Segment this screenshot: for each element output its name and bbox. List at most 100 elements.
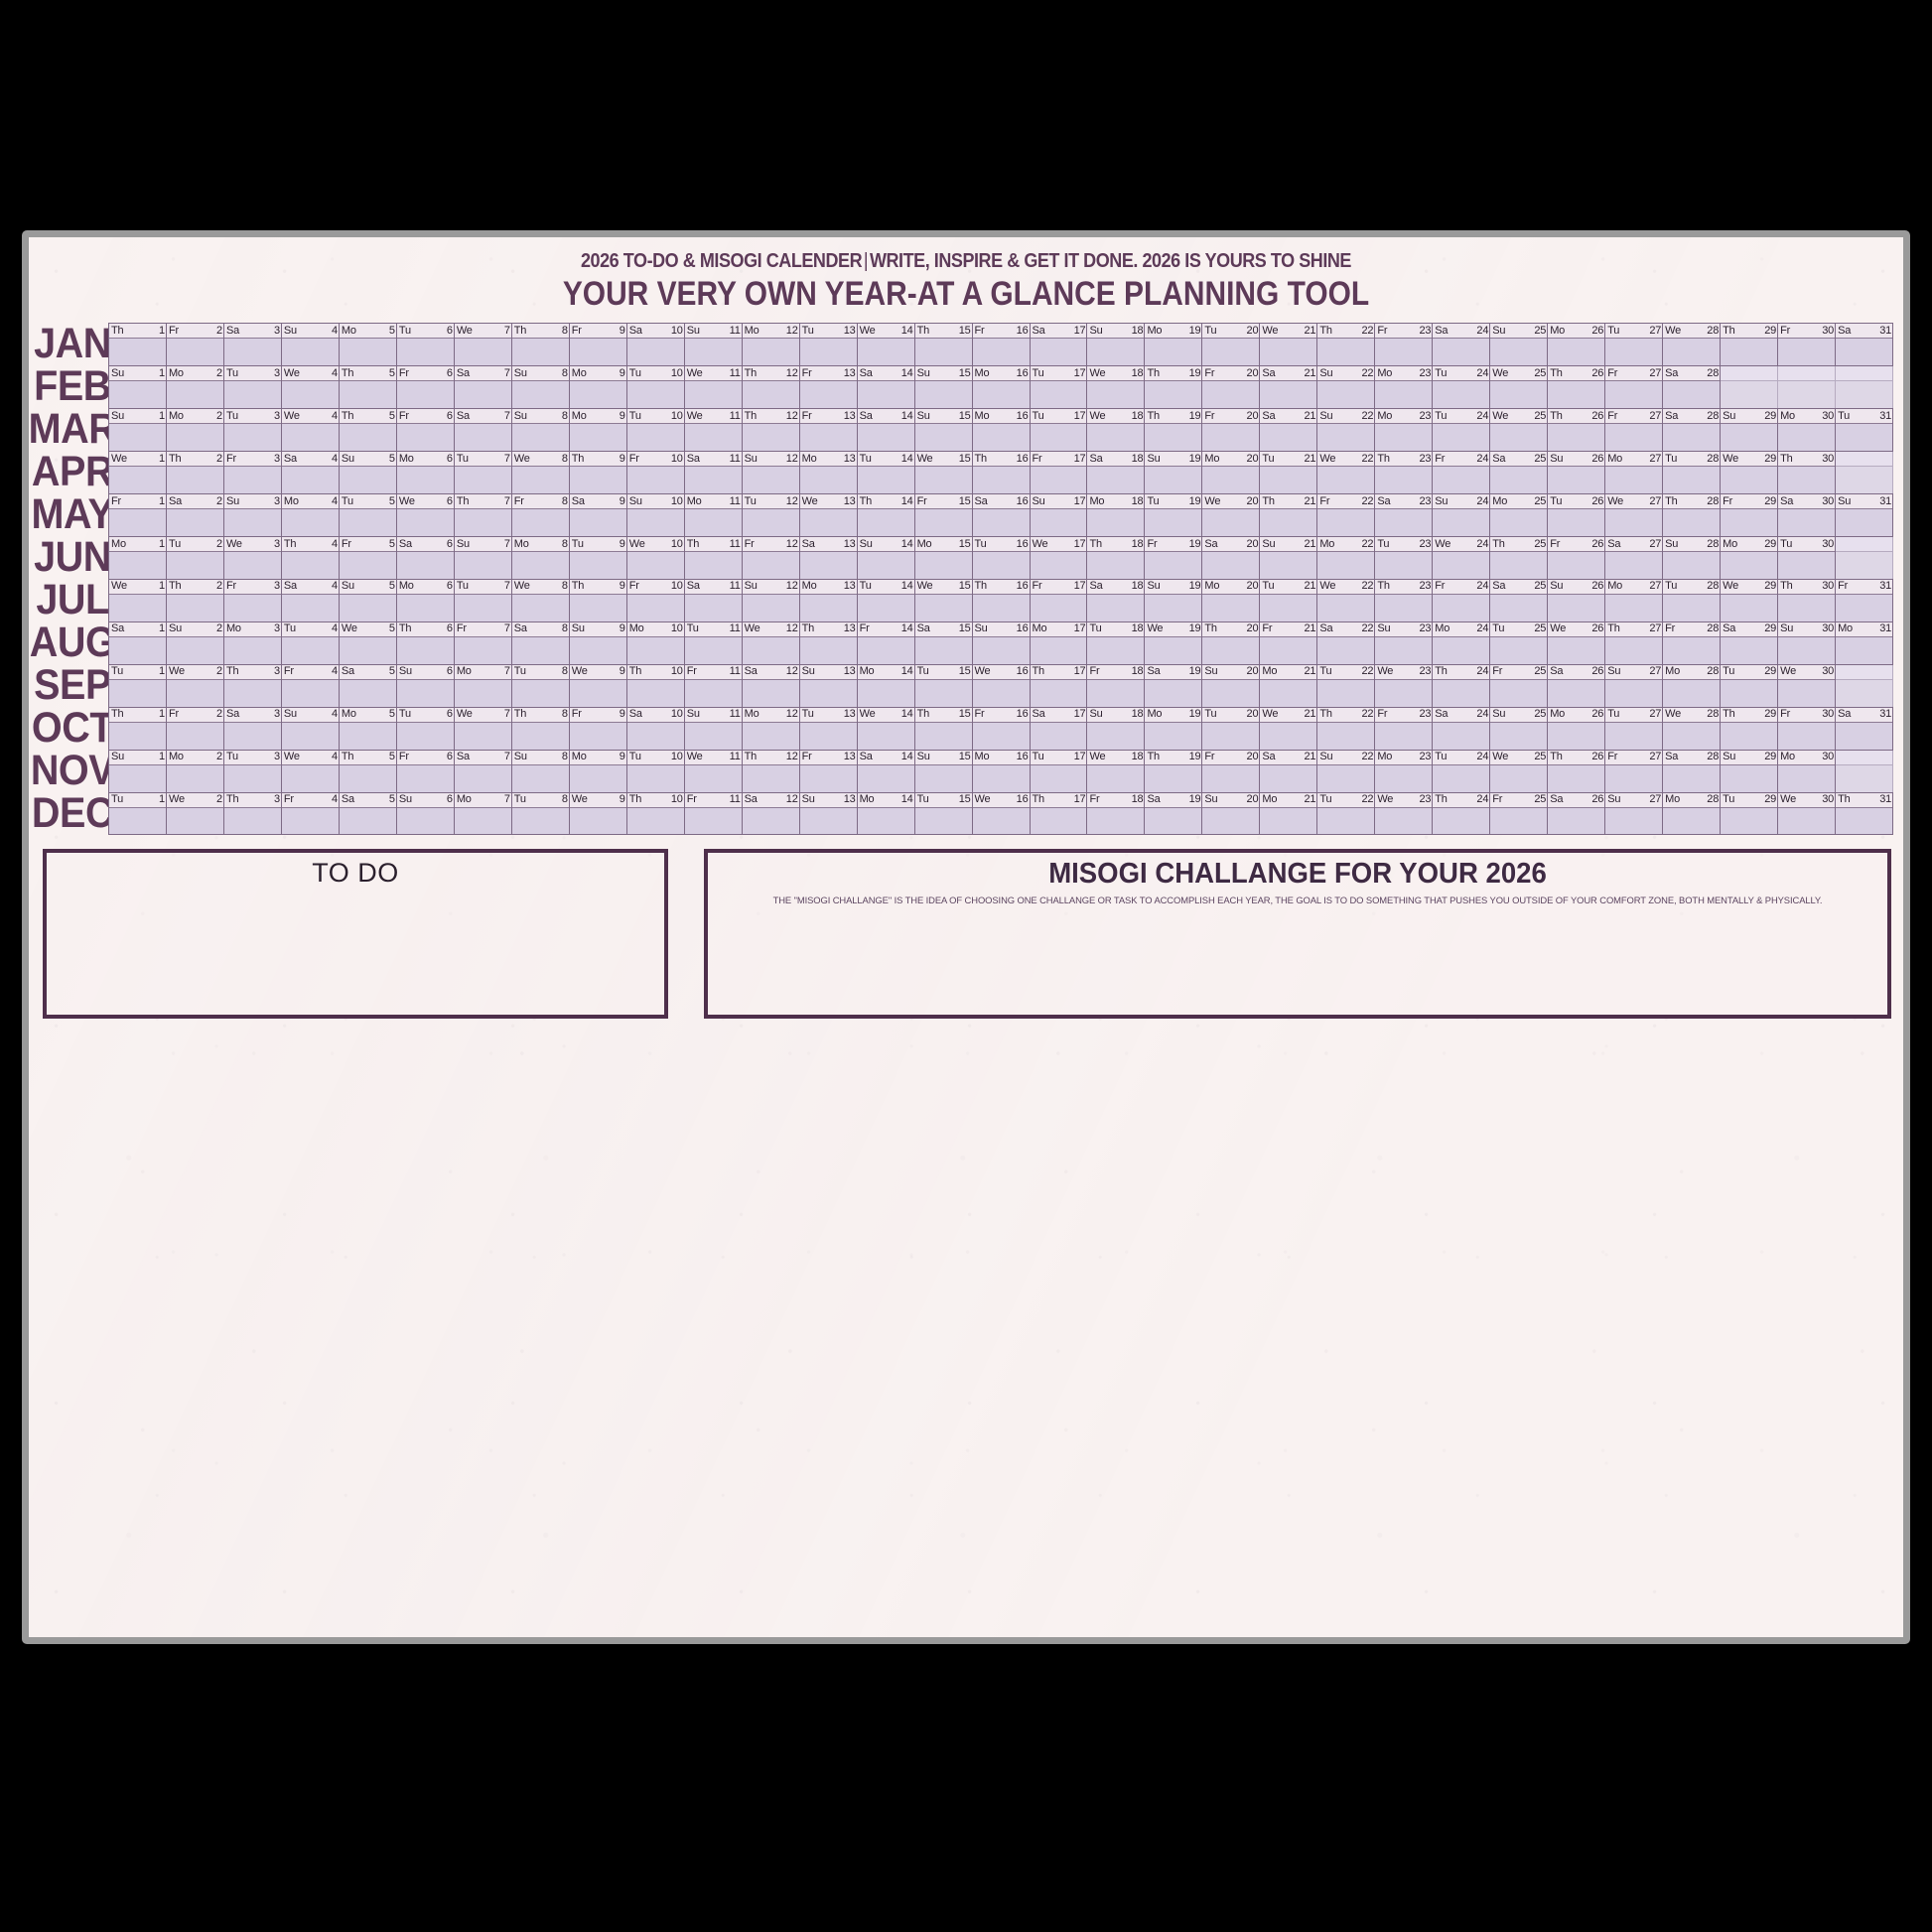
day-cell-writing-area[interactable] [1778, 723, 1835, 749]
day-cell[interactable]: Tu 2 [166, 537, 224, 579]
day-cell[interactable]: We 19 [1145, 621, 1203, 664]
day-cell[interactable]: Mo 14 [857, 792, 915, 835]
day-cell[interactable]: We 1 [108, 452, 167, 494]
day-cell-writing-area[interactable] [685, 680, 742, 706]
day-cell-writing-area[interactable] [1836, 509, 1892, 535]
day-cell-writing-area[interactable] [397, 552, 454, 578]
day-cell-writing-area[interactable] [1490, 765, 1547, 791]
day-cell-writing-area[interactable] [1317, 680, 1374, 706]
day-cell-writing-area[interactable] [685, 808, 742, 834]
day-cell[interactable]: Su 15 [914, 409, 973, 452]
day-cell[interactable]: We 29 [1721, 452, 1779, 494]
day-cell-writing-area[interactable] [800, 381, 857, 407]
day-cell-writing-area[interactable] [512, 808, 569, 834]
day-cell[interactable]: Su 23 [1375, 621, 1434, 664]
day-cell[interactable]: Th 30 [1778, 579, 1837, 621]
day-cell[interactable]: Mo 26 [1548, 707, 1606, 750]
day-cell[interactable]: Mo 20 [1202, 579, 1261, 621]
day-cell[interactable]: Sa 19 [1145, 664, 1203, 707]
day-cell-writing-area[interactable] [397, 424, 454, 450]
day-cell[interactable]: Mo 27 [1605, 452, 1664, 494]
day-cell[interactable]: We 25 [1490, 409, 1549, 452]
day-cell-writing-area[interactable] [455, 723, 511, 749]
day-cell[interactable]: We 17 [1030, 537, 1088, 579]
day-cell[interactable]: Sa 17 [1030, 707, 1088, 750]
day-cell[interactable]: We 7 [454, 707, 512, 750]
day-cell[interactable]: Su 14 [857, 537, 915, 579]
day-cell-writing-area[interactable] [915, 467, 972, 492]
day-cell-writing-area[interactable] [858, 509, 914, 535]
day-cell-writing-area[interactable] [340, 467, 396, 492]
day-cell-writing-area[interactable] [1087, 467, 1144, 492]
day-cell[interactable]: Fr 9 [569, 324, 627, 366]
day-cell-writing-area[interactable] [1721, 680, 1777, 706]
day-cell[interactable]: Mo 23 [1375, 366, 1434, 409]
day-cell-writing-area[interactable] [1663, 808, 1720, 834]
day-cell-writing-area[interactable] [1375, 467, 1432, 492]
day-cell-writing-area[interactable] [512, 723, 569, 749]
day-cell-writing-area[interactable] [915, 808, 972, 834]
day-cell[interactable]: Mo 30 [1778, 750, 1837, 792]
day-cell-writing-area[interactable] [512, 637, 569, 663]
day-cell-writing-area[interactable] [512, 381, 569, 407]
day-cell-writing-area[interactable] [397, 765, 454, 791]
day-cell[interactable]: Fr 4 [281, 792, 340, 835]
day-cell[interactable]: Mo 3 [223, 621, 282, 664]
day-cell[interactable]: Mo 21 [1260, 792, 1318, 835]
day-cell-writing-area[interactable] [1663, 595, 1720, 621]
day-cell[interactable]: Tu 13 [799, 707, 858, 750]
day-cell-writing-area[interactable] [1087, 339, 1144, 364]
day-cell-writing-area[interactable] [1721, 637, 1777, 663]
day-cell[interactable]: Tu 1 [108, 664, 167, 707]
day-cell-writing-area[interactable] [685, 765, 742, 791]
day-cell[interactable]: Fr 16 [972, 707, 1031, 750]
day-cell-writing-area[interactable] [1145, 467, 1201, 492]
day-cell-writing-area[interactable] [1375, 765, 1432, 791]
day-cell[interactable]: Su 10 [626, 494, 685, 536]
day-cell[interactable]: Fr 13 [799, 366, 858, 409]
day-cell-writing-area[interactable] [167, 552, 223, 578]
day-cell-writing-area[interactable] [1548, 723, 1604, 749]
day-cell-writing-area[interactable] [973, 509, 1030, 535]
day-cell[interactable]: Fr 25 [1490, 664, 1549, 707]
day-cell[interactable]: Sa 10 [626, 324, 685, 366]
day-cell-writing-area[interactable] [973, 723, 1030, 749]
day-cell[interactable]: Su 5 [339, 579, 397, 621]
day-cell-writing-area[interactable] [1433, 424, 1489, 450]
day-cell-writing-area[interactable] [340, 637, 396, 663]
day-cell[interactable]: Su 7 [454, 537, 512, 579]
day-cell[interactable]: Th 12 [742, 750, 800, 792]
day-cell-writing-area[interactable] [109, 424, 166, 450]
day-cell[interactable]: Mo 22 [1317, 537, 1376, 579]
day-cell[interactable]: We 25 [1490, 750, 1549, 792]
day-cell[interactable]: Th 9 [569, 579, 627, 621]
day-cell[interactable]: We 23 [1375, 792, 1434, 835]
day-cell[interactable]: Tu 3 [223, 750, 282, 792]
day-cell[interactable]: Mo 15 [914, 537, 973, 579]
day-cell-writing-area[interactable] [743, 680, 799, 706]
day-cell[interactable]: We 3 [223, 537, 282, 579]
day-cell[interactable]: Sa 20 [1202, 537, 1261, 579]
day-cell[interactable]: Mo 13 [799, 452, 858, 494]
day-cell-writing-area[interactable] [340, 595, 396, 621]
day-cell-writing-area[interactable] [800, 509, 857, 535]
day-cell-writing-area[interactable] [1778, 467, 1835, 492]
day-cell[interactable]: Tu 25 [1490, 621, 1549, 664]
day-cell-writing-area[interactable] [282, 637, 339, 663]
day-cell[interactable]: Fr 26 [1548, 537, 1606, 579]
day-cell-writing-area[interactable] [224, 723, 281, 749]
day-cell[interactable]: Mo 5 [339, 707, 397, 750]
day-cell[interactable]: Sa 28 [1663, 409, 1722, 452]
day-cell-writing-area[interactable] [1317, 467, 1374, 492]
day-cell[interactable]: Mo 2 [166, 750, 224, 792]
day-cell-writing-area[interactable] [512, 680, 569, 706]
day-cell[interactable]: Su 20 [1202, 664, 1261, 707]
day-cell[interactable]: We 1 [108, 579, 167, 621]
day-cell-writing-area[interactable] [570, 339, 626, 364]
day-cell[interactable]: Th 12 [742, 409, 800, 452]
day-cell[interactable]: Sa 23 [1375, 494, 1434, 536]
day-cell[interactable]: Mo 4 [281, 494, 340, 536]
day-cell[interactable]: Su 6 [396, 664, 455, 707]
day-cell-writing-area[interactable] [627, 595, 684, 621]
day-cell-writing-area[interactable] [167, 381, 223, 407]
